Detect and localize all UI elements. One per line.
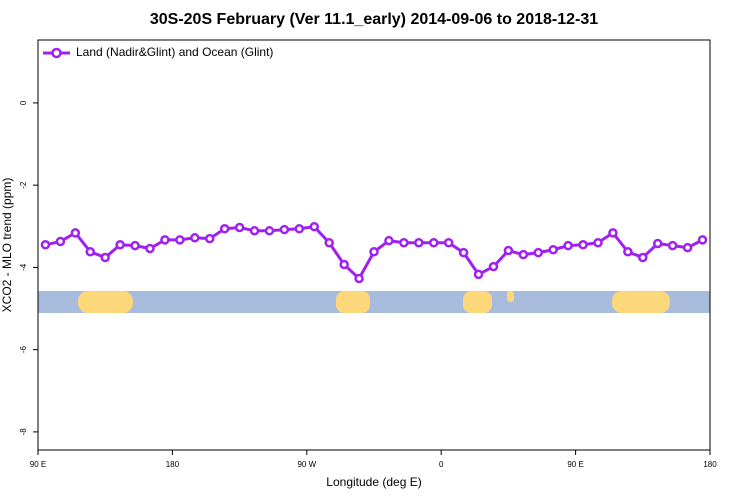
land-patch [78,291,133,313]
legend-marker [51,47,62,59]
chart-title: 30S-20S February (Ver 11.1_early) 2014-0… [150,11,598,28]
y-tick-label: -2 [19,181,28,189]
data-point [219,224,230,234]
data-point [608,228,618,238]
x-tick-label: 90 E [30,460,46,469]
data-point [473,269,484,280]
data-point [503,245,514,256]
y-tick-label: -4 [19,263,28,271]
data-point [652,238,663,249]
data-point [488,261,499,272]
y-tick-label: 0 [19,100,28,105]
x-tick-label: 180 [703,460,717,469]
y-tick-label: -8 [19,428,28,436]
data-point [339,259,349,270]
data-point [85,247,96,257]
data-point [190,233,200,243]
data-point [294,224,305,234]
data-point [249,226,260,236]
data-point [682,242,693,253]
data-point [578,240,588,250]
land-patch [612,291,670,313]
data-point [264,226,275,236]
land-ocean-band [38,291,710,313]
data-point [40,240,51,250]
x-tick-label: 90 W [297,460,316,469]
data-point [100,252,110,263]
data-point [145,243,155,254]
plot-border [37,39,711,451]
data-point [160,235,170,245]
data-point [70,228,81,238]
y-tick-label: -6 [19,346,28,354]
legend-label: Land (Nadir&Glint) and Ocean (Glint) [76,45,273,59]
x-tick-label: 180 [166,460,180,469]
data-point [667,240,678,251]
data-point [115,240,125,250]
data-point [533,247,544,258]
data-point [697,235,708,245]
data-point [384,235,394,246]
ocean-band [38,291,710,313]
data-point [623,247,633,257]
data-point [309,221,320,232]
data-point [175,235,185,245]
data-point [428,237,439,248]
data-point [414,237,424,248]
data-point [55,236,66,247]
data-point [518,249,529,260]
data-point [638,252,648,263]
data-point [443,237,454,248]
data-point [563,240,573,251]
data-point [458,247,469,258]
data-point [279,224,290,235]
land-patch [463,291,492,313]
land-patch [336,291,370,313]
data-point [548,244,558,255]
data-point [130,240,140,251]
data-point [399,237,409,248]
land-patch [507,291,514,302]
y-axis-label: XCO2 - MLO trend (ppm) [0,178,14,313]
x-axis-label: Longitude (deg E) [326,475,421,489]
x-tick-label: 90 E [567,460,583,469]
data-point [324,237,334,248]
data-point [593,237,603,248]
data-point [354,273,364,284]
data-point [234,222,245,233]
data-point [369,247,379,257]
data-point [204,233,215,244]
x-tick-label: 0 [439,460,444,469]
